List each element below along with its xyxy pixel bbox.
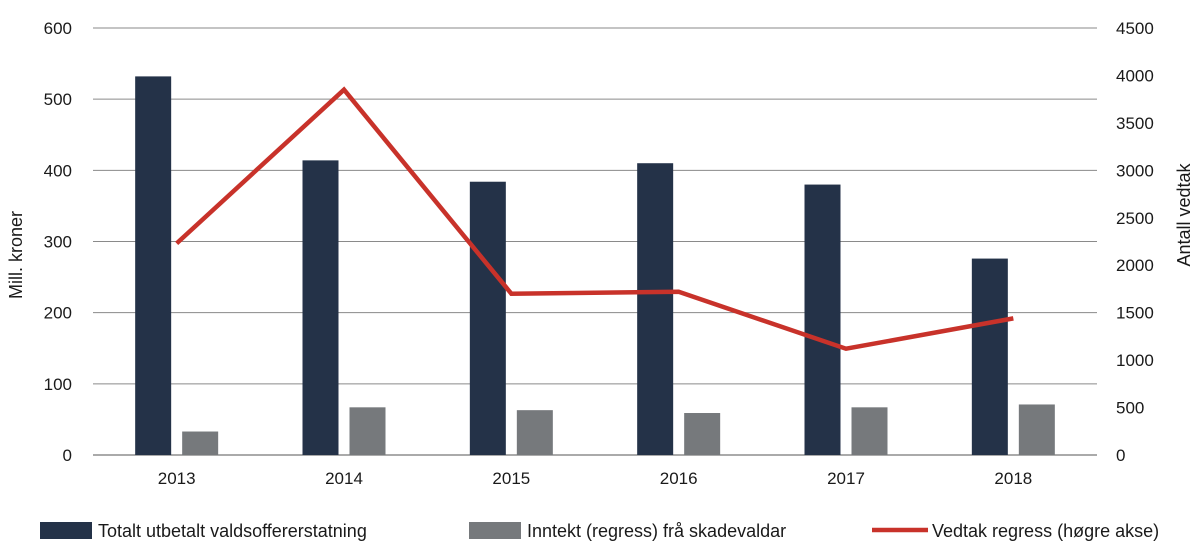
line-series [175, 86, 1014, 352]
line-vedtak-regress [175, 86, 1014, 352]
bar-total-2018 [971, 258, 1008, 455]
bar-regress-2015 [516, 410, 553, 455]
bar-total-2013 [135, 76, 172, 455]
x-tick-label: 2017 [827, 469, 865, 488]
bar-regress-2014 [349, 407, 386, 455]
x-tick-label: 2018 [994, 469, 1032, 488]
y2-tick-label: 1500 [1116, 304, 1154, 323]
y2-tick-label: 2500 [1116, 209, 1154, 228]
bar-regress-2016 [684, 413, 721, 455]
bar-regress-2017 [851, 407, 888, 455]
y-tick-label: 300 [44, 233, 72, 252]
y2-tick-label: 0 [1116, 446, 1125, 465]
y2-axis-title: Antall vedtak [1174, 162, 1194, 266]
x-tick-label: 2015 [492, 469, 530, 488]
legend: Totalt utbetalt valdsoffererstatning Innt… [40, 521, 1159, 541]
y-tick-label: 200 [44, 304, 72, 323]
y2-tick-label: 500 [1116, 399, 1144, 418]
y-tick-label: 0 [63, 446, 72, 465]
y-tick-label: 100 [44, 375, 72, 394]
y2-tick-label: 3500 [1116, 114, 1154, 133]
y-axis-title: Mill. kroner [6, 211, 26, 299]
legend-swatch [469, 522, 521, 539]
x-tick-label: 2013 [158, 469, 196, 488]
bar-regress-2018 [1018, 404, 1055, 455]
x-axis-ticks: 2013 2014 2015 2016 2017 2018 [158, 469, 1032, 488]
y-tick-label: 600 [44, 19, 72, 38]
bar-total-2014 [302, 160, 339, 455]
bars [135, 76, 1055, 456]
legend-label: Vedtak regress (høgre akse) [932, 521, 1159, 541]
bar-total-2016 [637, 163, 674, 455]
legend-swatch [40, 522, 92, 539]
y2-tick-label: 4000 [1116, 66, 1154, 85]
y-tick-label: 400 [44, 161, 72, 180]
x-tick-label: 2014 [325, 469, 363, 488]
gridlines [93, 27, 1097, 456]
legend-label: Totalt utbetalt valdsoffererstatning [98, 521, 367, 541]
y2-tick-label: 3000 [1116, 161, 1154, 180]
left-axis-ticks: 0 100 200 300 400 500 600 [44, 19, 72, 465]
x-tick-label: 2016 [660, 469, 698, 488]
bar-total-2015 [469, 181, 506, 455]
bar-total-2017 [804, 184, 841, 456]
y2-tick-label: 2000 [1116, 256, 1154, 275]
legend-label: Inntekt (regress) frå skadevaldar [527, 521, 786, 541]
y2-tick-label: 1000 [1116, 351, 1154, 370]
y-tick-label: 500 [44, 90, 72, 109]
bar-regress-2013 [182, 431, 219, 455]
right-axis-ticks: 0 500 1000 1500 2000 2500 3000 3500 4000 4500 [1116, 19, 1154, 465]
y2-tick-label: 4500 [1116, 19, 1154, 38]
